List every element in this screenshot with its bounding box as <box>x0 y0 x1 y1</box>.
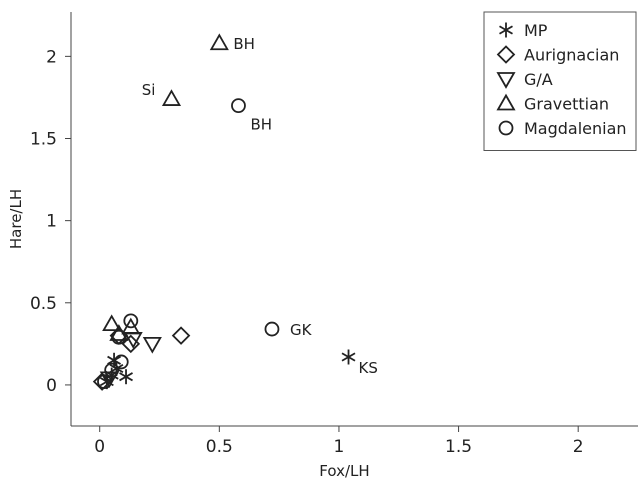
triangle-down-point <box>142 336 162 354</box>
legend-label: MP <box>524 21 548 40</box>
legend-diamond-icon <box>496 45 516 64</box>
asterisk-point <box>341 349 356 365</box>
circle-point <box>113 354 129 370</box>
y-tick-label: 1 <box>46 212 57 232</box>
legend-item: Aurignacian <box>496 45 619 65</box>
legend-item: MP <box>499 21 548 40</box>
circle-point <box>111 329 127 345</box>
legend-circle-icon <box>498 120 514 136</box>
asterisk-point <box>119 369 133 385</box>
legend-asterisk-icon <box>499 22 513 38</box>
point-label: GK <box>290 321 313 339</box>
circle-point <box>104 362 120 378</box>
legend-label: Gravettian <box>524 95 609 114</box>
point-label: KS <box>359 359 378 377</box>
diamond-point <box>171 326 191 345</box>
triangle-up-point <box>161 89 182 106</box>
diamond-point <box>92 372 112 391</box>
series-magdalenian: BH GK <box>97 98 313 390</box>
y-tick-label: 0 <box>46 376 57 396</box>
x-tick-label: 1 <box>334 437 345 457</box>
y-tick-label: 0.5 <box>30 294 57 314</box>
series-mp: KS <box>99 349 378 390</box>
circle-point <box>231 98 246 114</box>
x-tick-label: 0 <box>94 437 105 457</box>
circle-point <box>123 313 139 329</box>
circle-point <box>97 374 112 390</box>
x-axis-title: Fox/LH <box>319 462 369 480</box>
y-ticks: 0 0.5 1 1.5 2 <box>30 47 71 396</box>
legend-triangle-up-icon <box>496 93 516 111</box>
x-tick-label: 2 <box>573 437 584 457</box>
x-ticks: 0 0.5 1 1.5 2 <box>94 426 584 457</box>
triangle-up-point <box>209 33 229 51</box>
legend-item: G/A <box>496 70 553 89</box>
x-tick-label: 1.5 <box>445 437 472 457</box>
point-label: BH <box>233 35 255 53</box>
y-tick-label: 1.5 <box>30 130 57 150</box>
y-tick-label: 2 <box>46 47 57 67</box>
axes: 0 0.5 1 1.5 2 0 0.5 1 1.5 2 Fox/LH Hare/LH <box>7 12 638 480</box>
series-gravettian: BH Si <box>102 33 255 341</box>
point-label: Si <box>142 81 156 99</box>
y-axis-title: Hare/LH <box>7 189 25 249</box>
series-aurignacian <box>92 326 191 391</box>
legend: MP Aurignacian G/A Gravettian Magdalenian <box>483 11 637 151</box>
legend-item: Magdalenian <box>498 119 627 138</box>
legend-item: Gravettian <box>496 93 609 114</box>
point-label: BH <box>250 116 272 134</box>
legend-triangle-down-icon <box>496 72 516 89</box>
triangle-down-point <box>99 371 119 389</box>
legend-label: Aurignacian <box>524 46 619 65</box>
data-points: KS BH Si BH GK <box>92 33 378 391</box>
legend-label: Magdalenian <box>524 119 627 138</box>
legend-label: G/A <box>524 70 553 89</box>
triangle-up-point <box>102 314 122 332</box>
x-tick-label: 0.5 <box>206 437 233 457</box>
circle-point <box>264 321 280 337</box>
